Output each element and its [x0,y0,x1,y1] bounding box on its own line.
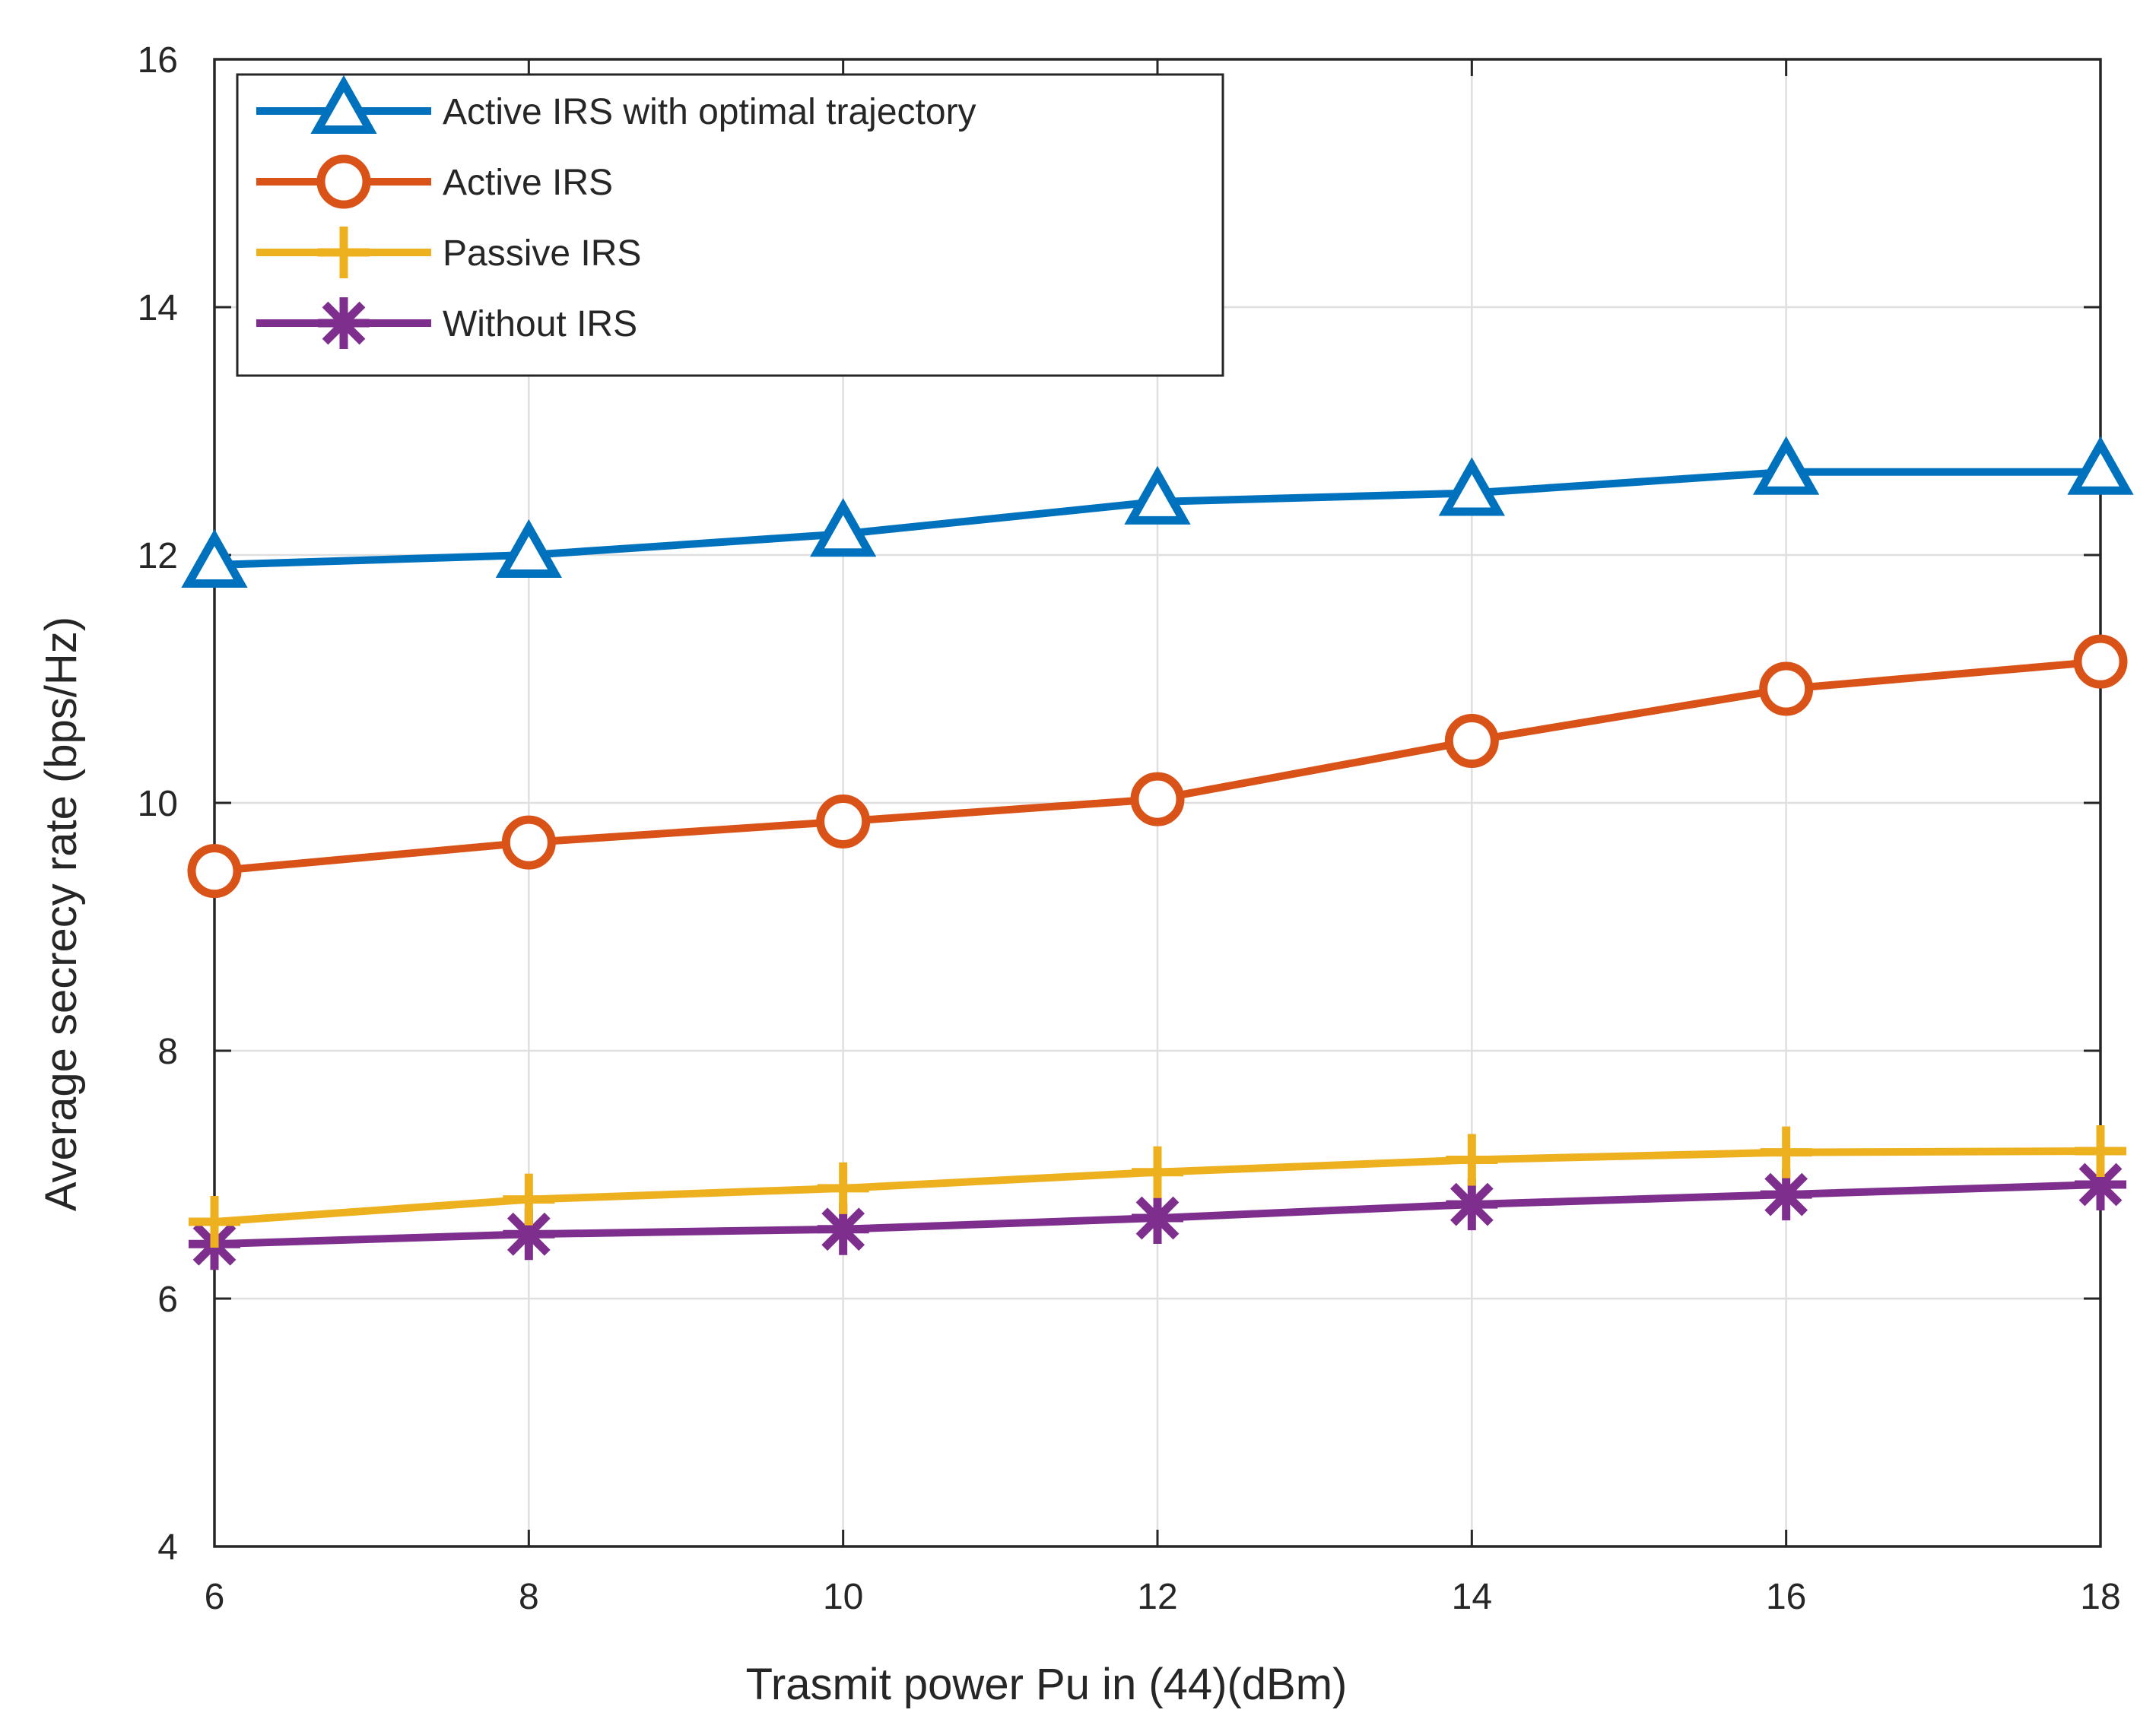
series-active-irs [187,634,2128,899]
data-point [1124,465,1191,525]
data-point [1759,661,1814,716]
data-point [810,498,877,557]
data-point [1760,1126,1812,1178]
x-tick-label: 18 [2080,1577,2120,1617]
legend: Active IRS with optimal trajectory Active… [236,73,1224,377]
axes [213,58,2102,1548]
data-series [181,436,2134,1270]
x-tick-label: 16 [1766,1577,1806,1617]
data-point [817,1162,869,1214]
legend-entry: Passive IRS [256,227,641,278]
legend-label: Active IRS with optimal trajectory [443,92,976,132]
legend-label: Active IRS [443,163,613,203]
legend-marker [310,75,377,134]
y-tick-label: 4 [157,1527,178,1568]
y-tick-label: 6 [157,1280,178,1320]
data-point [187,844,242,899]
data-point [181,528,248,588]
y-axis-label: Average secrecy rate (bps/Hz) [37,617,86,1211]
legend-marker [316,154,371,209]
y-tick-label: 8 [157,1032,178,1072]
x-tick-label: 12 [1137,1577,1177,1617]
x-axis-label: Trasmit power Pu in (44)(dBm) [746,1660,1348,1709]
legend-label: Without IRS [443,304,637,344]
legend-label: Passive IRS [443,233,641,274]
y-tick-label: 12 [138,536,178,576]
y-tick-label: 16 [138,40,178,81]
data-point [2067,436,2134,495]
data-point [1130,772,1185,826]
data-point [1753,436,1820,495]
x-tick-label: 6 [205,1577,225,1617]
legend-entry: Without IRS [256,297,637,349]
data-point [816,794,871,848]
data-point [501,815,556,870]
data-point [1132,1192,1183,1245]
data-point [503,1173,555,1226]
data-point [495,519,562,578]
data-point [1444,714,1499,768]
legend-marker [318,227,370,278]
data-point [1438,457,1505,516]
x-tick-label: 14 [1452,1577,1492,1617]
legend-entry: Active IRS [256,154,613,209]
x-tick-label: 10 [823,1577,863,1617]
data-point [1446,1178,1498,1231]
data-point [1446,1134,1498,1186]
data-point [189,1195,240,1248]
series-passive-irs [189,1125,2126,1248]
x-tick-label: 8 [519,1577,539,1617]
data-point [1132,1146,1183,1198]
legend-marker [318,297,370,349]
y-tick-label: 14 [138,288,178,328]
legend-entry: Active IRS with optimal trajectory [256,75,976,134]
data-point [1760,1169,1812,1221]
data-point [2073,634,2128,689]
series-active-irs-with-optimal-trajectory [181,436,2134,588]
data-point [2075,1125,2126,1178]
y-tick-label: 10 [138,784,178,824]
